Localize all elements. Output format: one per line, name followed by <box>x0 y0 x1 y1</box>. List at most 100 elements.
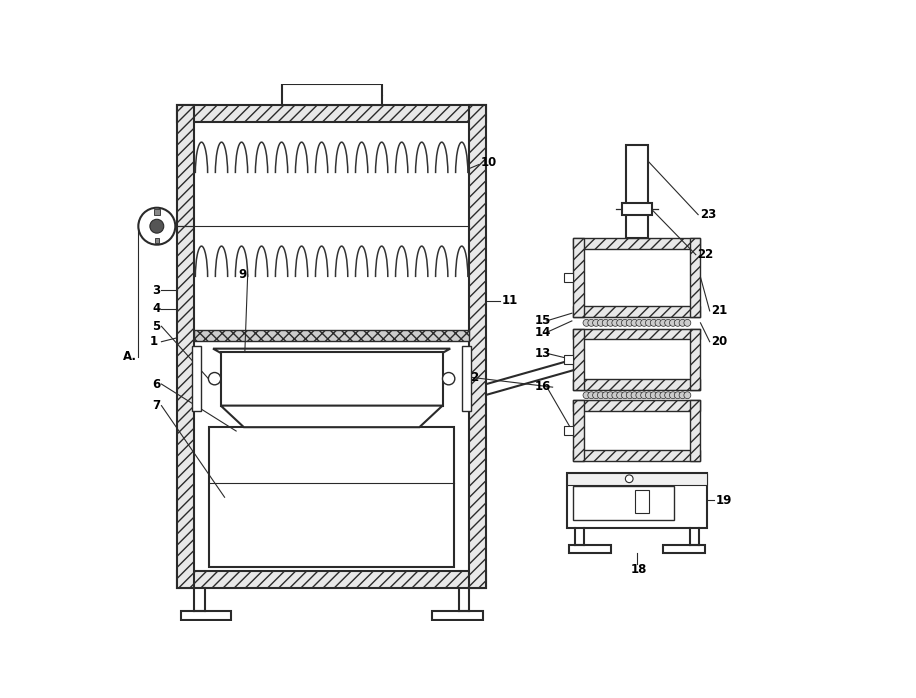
Circle shape <box>670 392 676 399</box>
Circle shape <box>660 320 667 326</box>
Circle shape <box>684 320 691 326</box>
Circle shape <box>616 392 624 399</box>
Circle shape <box>607 320 614 326</box>
Circle shape <box>138 208 175 245</box>
Polygon shape <box>213 348 450 415</box>
Circle shape <box>597 392 605 399</box>
Text: 7: 7 <box>152 399 160 412</box>
Circle shape <box>631 320 638 326</box>
Polygon shape <box>221 406 442 427</box>
Bar <box>564 355 573 364</box>
Bar <box>209 427 454 567</box>
Circle shape <box>679 392 686 399</box>
Bar <box>194 122 470 330</box>
Bar <box>177 105 194 588</box>
Circle shape <box>209 373 221 385</box>
Circle shape <box>640 392 648 399</box>
Text: 10: 10 <box>480 156 496 169</box>
Circle shape <box>665 392 671 399</box>
Circle shape <box>597 320 605 326</box>
Text: 18: 18 <box>630 563 647 576</box>
Bar <box>573 238 701 248</box>
Circle shape <box>607 392 614 399</box>
Circle shape <box>660 392 667 399</box>
Bar <box>635 489 649 512</box>
Bar <box>432 611 483 621</box>
Circle shape <box>626 475 633 482</box>
Text: 8: 8 <box>285 379 293 392</box>
Circle shape <box>640 320 648 326</box>
Text: 5: 5 <box>152 320 160 333</box>
Circle shape <box>646 392 652 399</box>
Circle shape <box>602 392 609 399</box>
Bar <box>573 238 584 317</box>
Text: 19: 19 <box>715 493 732 507</box>
Circle shape <box>684 392 691 399</box>
Circle shape <box>670 320 676 326</box>
Text: 1: 1 <box>150 335 158 348</box>
Text: 20: 20 <box>711 335 727 348</box>
Text: 11: 11 <box>502 295 518 307</box>
Bar <box>573 329 701 339</box>
Bar <box>573 487 674 520</box>
Text: 23: 23 <box>700 208 716 221</box>
Bar <box>569 545 611 553</box>
Circle shape <box>612 320 619 326</box>
Circle shape <box>665 320 671 326</box>
Circle shape <box>612 392 619 399</box>
Circle shape <box>674 392 682 399</box>
Bar <box>573 450 701 461</box>
Circle shape <box>616 320 624 326</box>
Circle shape <box>583 392 590 399</box>
Circle shape <box>621 392 628 399</box>
Bar <box>194 330 470 341</box>
Circle shape <box>627 320 633 326</box>
Circle shape <box>621 320 628 326</box>
Circle shape <box>583 320 590 326</box>
Circle shape <box>588 320 594 326</box>
Bar <box>573 400 584 461</box>
Bar <box>567 473 706 528</box>
Circle shape <box>602 320 609 326</box>
Bar <box>690 329 701 390</box>
Bar <box>154 209 160 215</box>
Text: A.: A. <box>123 350 137 363</box>
Text: 14: 14 <box>535 326 551 339</box>
Text: 22: 22 <box>697 248 714 261</box>
Bar <box>180 611 231 621</box>
Bar <box>470 105 486 588</box>
Circle shape <box>593 392 600 399</box>
Circle shape <box>593 320 600 326</box>
Bar <box>177 571 486 588</box>
Circle shape <box>588 392 594 399</box>
Circle shape <box>627 392 633 399</box>
Bar <box>573 380 701 390</box>
Bar <box>662 545 705 553</box>
Bar <box>690 238 701 317</box>
Bar <box>281 84 382 105</box>
Circle shape <box>650 320 657 326</box>
Text: 6: 6 <box>152 378 160 391</box>
Bar <box>622 203 651 216</box>
Bar <box>627 145 648 238</box>
Text: 16: 16 <box>535 380 551 393</box>
Text: 3: 3 <box>152 283 160 297</box>
Circle shape <box>655 392 662 399</box>
Bar <box>564 273 573 282</box>
Bar <box>192 346 202 411</box>
Circle shape <box>442 373 455 385</box>
Text: 12: 12 <box>463 371 480 385</box>
Text: 21: 21 <box>711 304 727 318</box>
Bar <box>462 346 471 411</box>
Circle shape <box>679 320 686 326</box>
Text: 9: 9 <box>238 268 246 281</box>
Circle shape <box>674 320 682 326</box>
Circle shape <box>655 320 662 326</box>
Bar <box>567 473 706 485</box>
Bar <box>690 400 701 461</box>
Bar <box>564 426 573 436</box>
Bar <box>221 352 442 406</box>
Text: 13: 13 <box>535 347 551 359</box>
Text: 15: 15 <box>535 314 551 327</box>
Circle shape <box>636 392 643 399</box>
